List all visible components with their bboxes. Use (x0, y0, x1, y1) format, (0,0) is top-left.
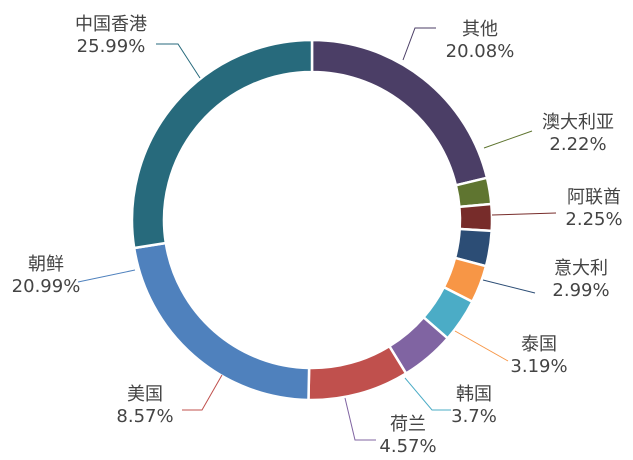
slice-7 (307, 344, 408, 402)
slice-value-9: 25.99% (77, 36, 146, 57)
leader-line-2 (491, 212, 557, 216)
leader-line-6 (344, 397, 376, 441)
leader-line-7 (182, 374, 223, 411)
slice-label-2: 阿联酋 (567, 187, 621, 208)
slice-label-0: 其他 (462, 19, 498, 40)
slice-label-6: 荷兰 (390, 414, 426, 435)
slice-value-4: 3.19% (510, 356, 567, 377)
leader-line-5 (404, 377, 451, 411)
slice-label-1: 澳大利亚 (542, 112, 614, 133)
slice-label-8: 朝鲜 (28, 254, 64, 275)
leader-line-0 (402, 27, 436, 61)
slice-label-4: 泰国 (521, 334, 557, 355)
slice-2 (458, 202, 494, 233)
slice-label-3: 意大利 (554, 258, 608, 279)
slice-value-6: 4.57% (379, 436, 436, 457)
slice-value-0: 20.08% (446, 41, 515, 62)
slice-value-2: 2.25% (565, 209, 622, 230)
leader-line-4 (454, 330, 509, 362)
slice-value-7: 8.57% (116, 406, 173, 427)
slice-value-3: 2.99% (552, 280, 609, 301)
leader-line-1 (483, 130, 533, 149)
leader-line-9 (156, 43, 201, 79)
donut-slices (130, 38, 494, 402)
leader-lines (77, 27, 557, 441)
slice-value-5: 3.7% (451, 406, 497, 427)
slice-9 (130, 38, 314, 250)
slice-value-1: 2.22% (549, 134, 606, 155)
slice-value-8: 20.99% (12, 276, 81, 297)
slice-label-9: 中国香港 (75, 14, 147, 35)
slice-label-7: 美国 (127, 384, 163, 405)
leader-line-8 (77, 269, 136, 283)
slice-label-5: 韩国 (456, 384, 492, 405)
leader-line-3 (482, 279, 536, 294)
